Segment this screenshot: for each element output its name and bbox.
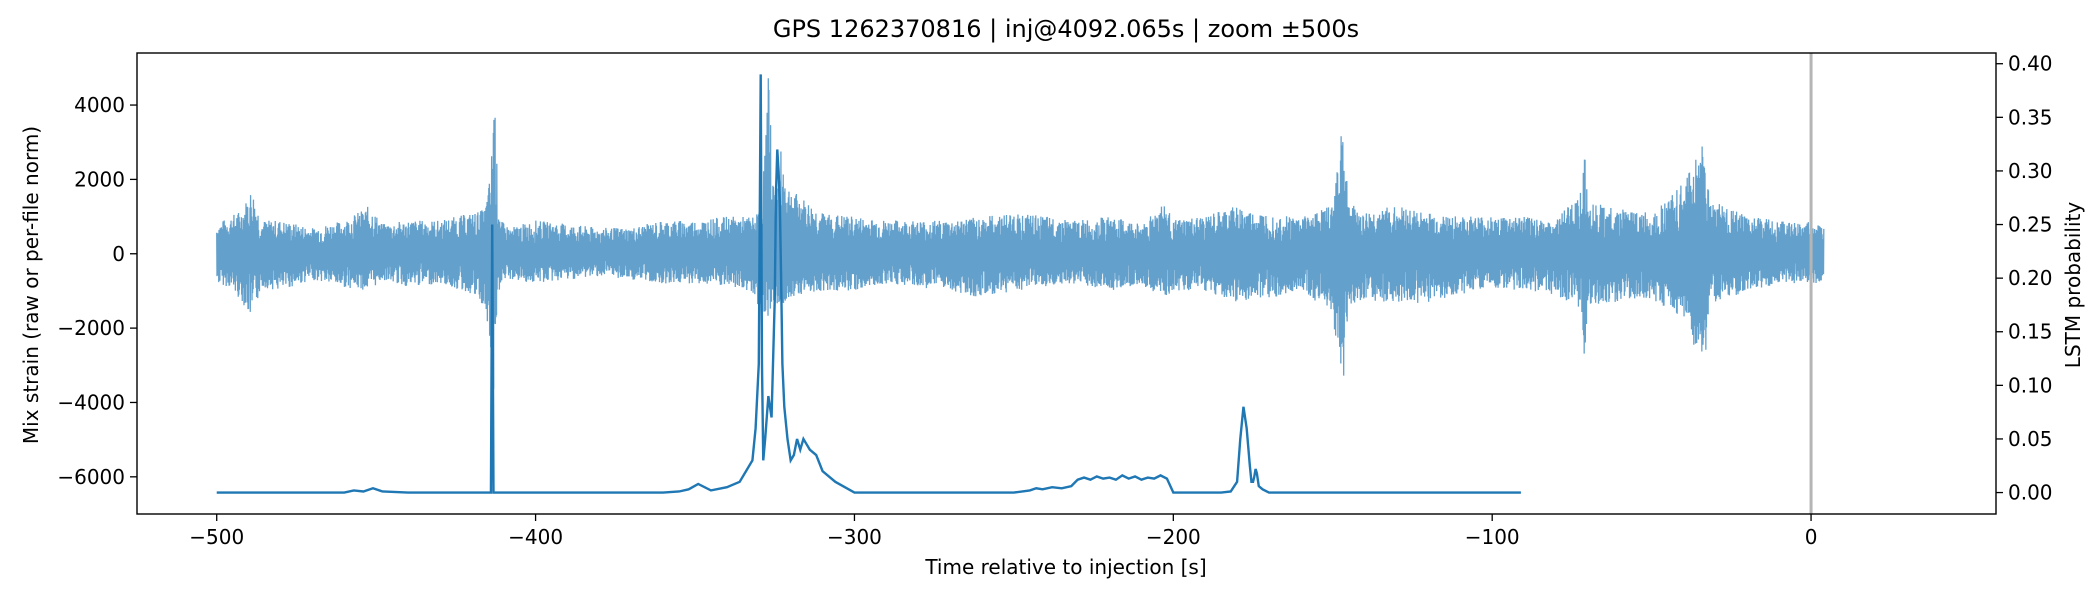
right-y-tick-label: 0.20	[2008, 266, 2053, 290]
right-y-tick-label: 0.05	[2008, 427, 2053, 451]
right-y-tick-label: 0.10	[2008, 373, 2053, 397]
right-y-tick-label: 0.15	[2008, 320, 2053, 344]
left-y-tick-label: 2000	[74, 167, 125, 191]
left-y-tick-label: 4000	[74, 93, 125, 117]
right-y-axis-label: LSTM probability	[2061, 202, 2085, 369]
right-y-tick-label: 0.35	[2008, 105, 2053, 129]
right-y-tick-label: 0.30	[2008, 159, 2053, 183]
left-y-tick-label: −2000	[57, 316, 125, 340]
plot-frame	[136, 52, 1997, 515]
x-tick-label: 0	[1805, 525, 1818, 549]
strain-line	[216, 78, 1825, 389]
left-y-axis-label: Mix strain (raw or per-file norm)	[19, 126, 43, 444]
probability-line	[216, 74, 1521, 494]
x-tick-label: −400	[508, 525, 563, 549]
x-tick-label: −100	[1465, 525, 1520, 549]
strain-series	[216, 78, 1825, 389]
chart-title: GPS 1262370816 | inj@4092.065s | zoom ±5…	[773, 15, 1359, 43]
x-tick-label: −500	[189, 525, 244, 549]
left-y-axis-ticks: −6000 −4000 −2000 0 2000 4000	[57, 93, 137, 489]
x-axis-label: Time relative to injection [s]	[924, 555, 1206, 579]
left-y-tick-label: −6000	[57, 465, 125, 489]
left-y-tick-label: 0	[112, 242, 125, 266]
right-y-axis-ticks: 0.00 0.05 0.10 0.15 0.20 0.25 0.30 0.35 0.40	[1996, 52, 2053, 505]
right-y-tick-label: 0.40	[2008, 52, 2053, 76]
probability-series	[216, 74, 1521, 494]
right-y-tick-label: 0.00	[2008, 481, 2053, 505]
x-axis-ticks: −500 −400 −300 −200 −100 0	[189, 514, 1817, 549]
left-y-tick-label: −4000	[57, 390, 125, 414]
right-y-tick-label: 0.25	[2008, 213, 2053, 237]
x-tick-label: −200	[1146, 525, 1201, 549]
x-tick-label: −300	[827, 525, 882, 549]
